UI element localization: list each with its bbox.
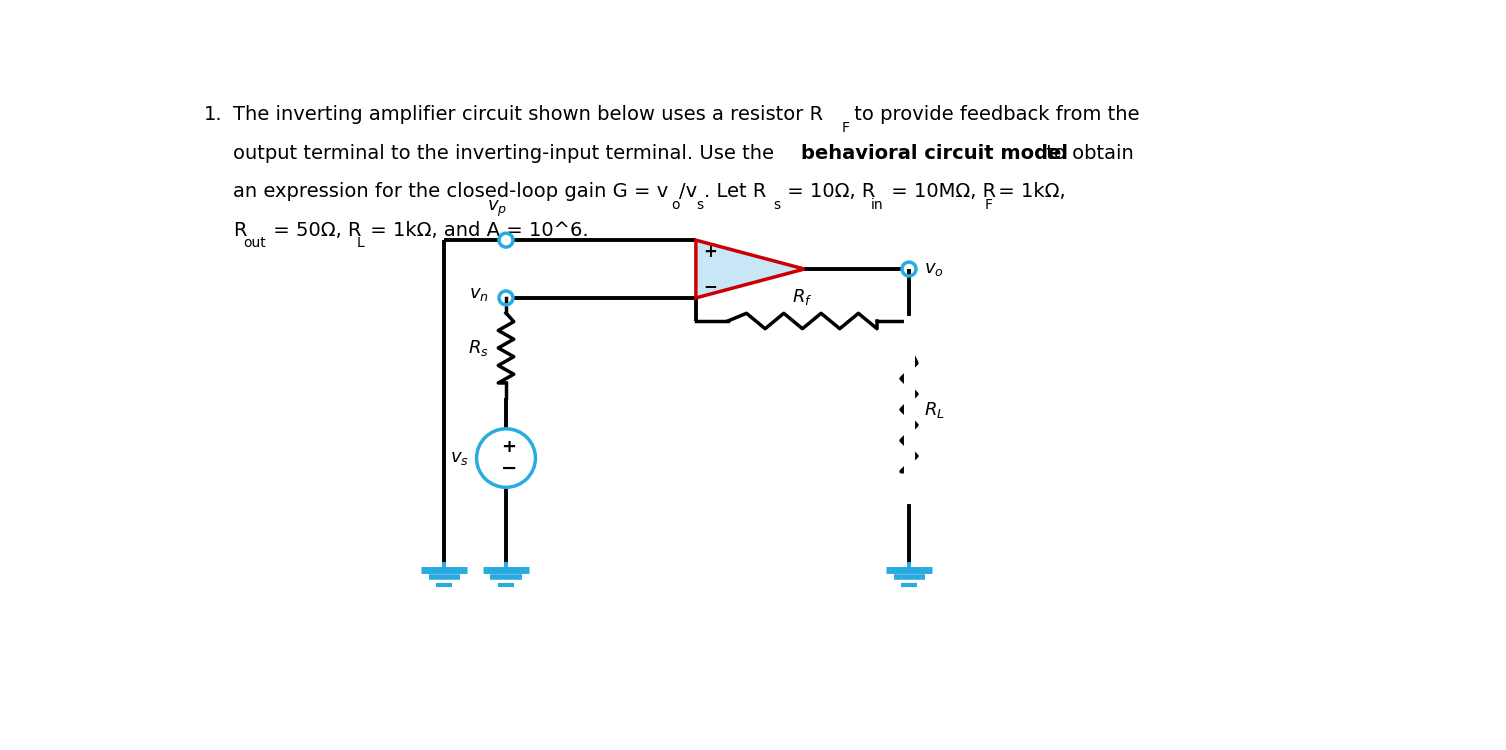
Text: F: F <box>985 198 992 211</box>
Text: −: − <box>703 277 717 295</box>
Text: . Let R: . Let R <box>703 182 767 202</box>
Text: L: L <box>355 236 364 250</box>
Text: $v_s$: $v_s$ <box>450 449 468 467</box>
Text: = 1kΩ, and A = 10^6.: = 1kΩ, and A = 10^6. <box>364 221 589 240</box>
Text: $v_n$: $v_n$ <box>470 285 489 303</box>
Text: R: R <box>233 221 247 240</box>
Text: s: s <box>696 198 703 211</box>
Text: $R_L$: $R_L$ <box>925 400 946 419</box>
Text: in: in <box>870 198 884 211</box>
Text: $v_o$: $v_o$ <box>925 260 944 278</box>
Text: $v_p$: $v_p$ <box>486 199 506 218</box>
Text: output terminal to the inverting-input terminal. Use the: output terminal to the inverting-input t… <box>233 144 780 163</box>
Text: = 1kΩ,: = 1kΩ, <box>992 182 1066 202</box>
Text: o: o <box>672 198 679 211</box>
Text: = 10MΩ, R: = 10MΩ, R <box>886 182 995 202</box>
Text: an expression for the closed-loop gain G = v: an expression for the closed-loop gain G… <box>233 182 669 202</box>
Text: +: + <box>501 438 517 456</box>
Text: behavioral circuit model: behavioral circuit model <box>801 144 1068 163</box>
Polygon shape <box>696 240 804 298</box>
Text: = 50Ω, R: = 50Ω, R <box>267 221 361 240</box>
Text: /v: /v <box>679 182 697 202</box>
Text: 1.: 1. <box>203 106 223 124</box>
Text: to provide feedback from the: to provide feedback from the <box>848 106 1140 124</box>
Text: +: + <box>703 244 717 262</box>
Text: out: out <box>244 236 267 250</box>
Text: $R_s$: $R_s$ <box>468 338 489 358</box>
Text: −: − <box>501 459 517 478</box>
Text: = 10Ω, R: = 10Ω, R <box>782 182 876 202</box>
Text: s: s <box>774 198 780 211</box>
Text: The inverting amplifier circuit shown below uses a resistor R: The inverting amplifier circuit shown be… <box>233 106 824 124</box>
Text: $R_f$: $R_f$ <box>792 287 813 308</box>
Text: F: F <box>842 121 849 135</box>
Text: to obtain: to obtain <box>1039 144 1134 163</box>
